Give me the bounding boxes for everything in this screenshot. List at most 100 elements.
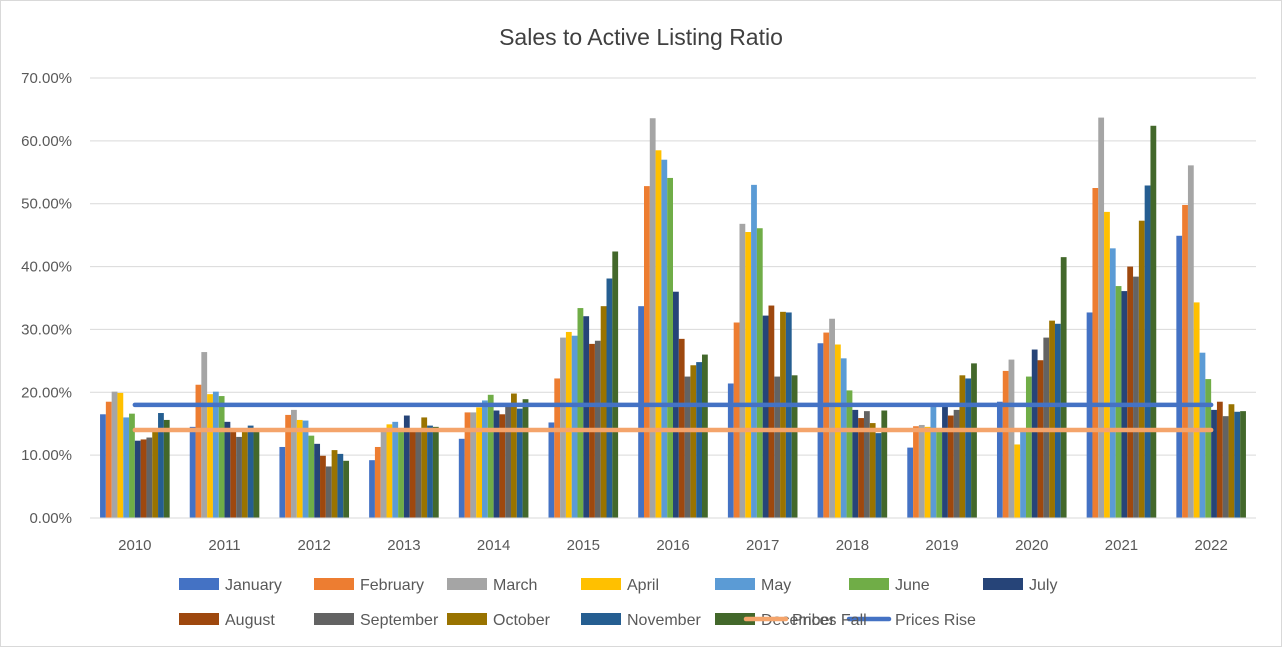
bar [1187,165,1194,518]
bar [1216,401,1223,518]
legend-label: November [627,612,701,629]
bar [1240,411,1246,518]
legend-swatch [581,613,621,625]
bar [111,391,118,518]
bar [331,450,338,518]
bar [971,363,977,518]
bar [236,436,242,518]
y-tick-label: 40.00% [21,259,72,276]
bar [774,376,781,518]
bar [207,394,213,518]
bar [291,409,297,518]
bar [158,413,164,518]
bar [505,406,512,518]
bar [1127,266,1134,518]
legend-swatch [849,578,889,590]
y-tick-label: 70.00% [21,70,72,87]
x-tick-label: 2012 [298,537,331,554]
bar [756,228,763,519]
bar [314,443,321,518]
bar [522,399,529,518]
bar [134,440,141,518]
bar [380,428,387,518]
x-tick-label: 2022 [1194,537,1227,554]
bar [374,446,381,518]
bar [881,410,888,518]
bar [224,421,231,518]
bar [1092,188,1099,518]
bar [516,408,523,518]
x-tick-label: 2013 [387,537,420,554]
bar [554,378,561,518]
chart-title: Sales to Active Listing Ratio [499,24,783,50]
y-tick-label: 30.00% [21,321,72,338]
bar [913,426,919,518]
legend-label: August [225,612,275,629]
bar [996,401,1003,518]
bar [129,413,135,518]
bar [606,278,613,518]
x-tick-label: 2017 [746,537,779,554]
bar [476,407,483,518]
legend-label: February [360,577,424,594]
bar [152,428,159,518]
bar [869,423,876,518]
bar [702,354,708,518]
x-axis-ticks: 2010 2011 2012 2013 2014 2015 2016 2017 2018 2019… [118,537,1228,554]
bar [409,428,416,518]
bar [655,150,662,519]
bar [583,316,590,518]
bar [953,409,960,518]
bar [1031,349,1038,518]
bar [1098,117,1105,518]
x-tick-label: 2011 [208,537,240,554]
bar [739,223,746,518]
bar [369,460,375,518]
x-tick-label: 2018 [836,537,869,554]
legend-swatch [581,578,621,590]
reference-lines [132,402,1214,433]
bar [212,391,219,518]
bar [947,415,954,518]
legend-swatch [314,578,354,590]
bar [247,425,254,518]
bar [123,417,130,518]
bar [959,375,966,518]
bar [762,315,769,518]
bar [875,433,882,518]
bar [858,418,864,518]
bar [279,446,286,518]
bar [823,332,830,518]
bar [1211,409,1217,518]
bar [1115,286,1122,518]
bar [661,159,668,518]
y-tick-label: 10.00% [21,447,72,464]
legend-swatch [447,578,487,590]
bar [470,412,477,518]
legend-label: December [761,612,835,629]
bar [1138,220,1145,518]
bar [308,435,315,518]
bar [487,394,494,518]
x-tick-label: 2020 [1015,537,1048,554]
bar [1193,302,1200,518]
bar [482,400,488,518]
bar [493,410,500,518]
legend-swatch [715,578,755,590]
bar [863,411,870,518]
bar [218,396,225,518]
x-tick-label: 2010 [118,537,151,554]
x-tick-label: 2016 [656,537,689,554]
bar [1199,352,1206,518]
y-tick-label: 60.00% [21,133,72,150]
bar [421,417,428,518]
bar [343,460,350,518]
bar [386,424,393,518]
bar [398,428,404,518]
bar [1222,416,1229,518]
legend-label: September [360,612,439,629]
bar [684,376,691,518]
bar [1133,276,1139,518]
bar [499,414,506,518]
